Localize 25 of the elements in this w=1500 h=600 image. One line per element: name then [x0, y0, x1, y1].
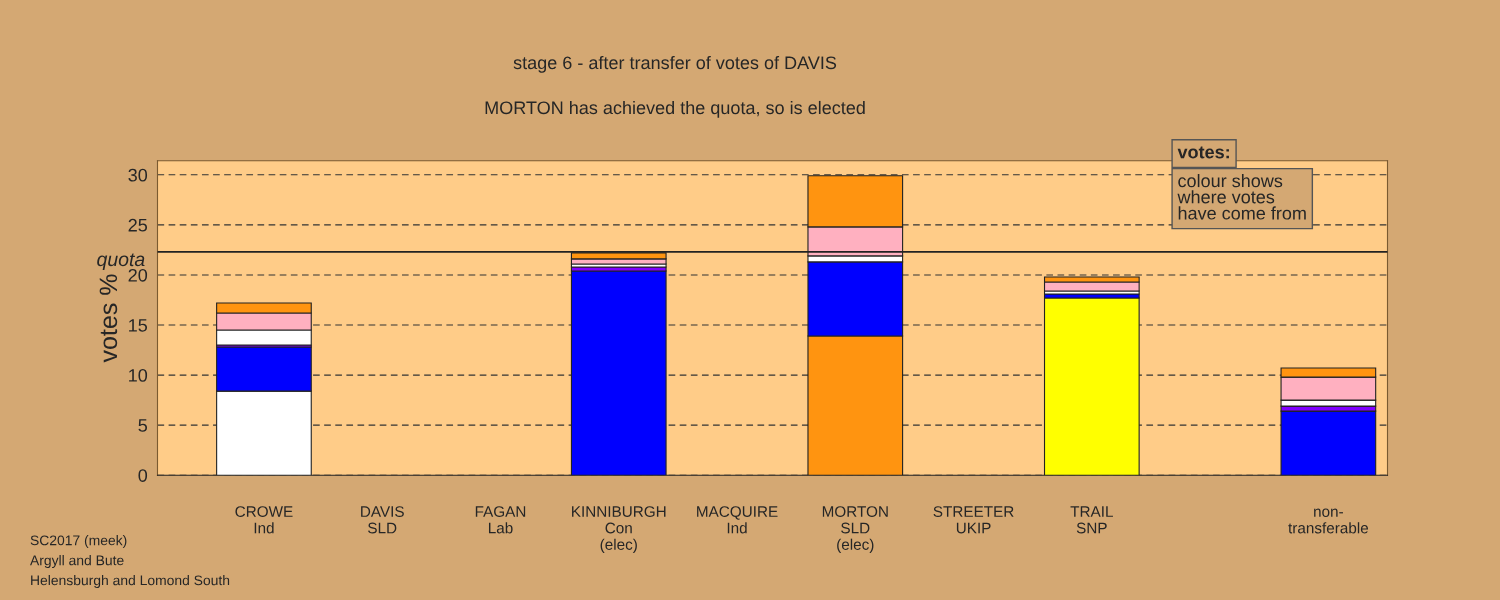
chart-title: stage 6 - after transfer of votes of DAVIS — [513, 55, 837, 73]
annotation: colour shows where votes have come from — [1177, 174, 1306, 220]
y-tick-label: 10 — [129, 369, 148, 382]
ref-line-label: quota — [97, 253, 145, 271]
bar — [1280, 410, 1377, 476]
y-tick-label: 5 — [138, 419, 148, 432]
chart-subtitle: MORTON has achieved the quota, so is elected — [485, 100, 865, 118]
y-tick-label: 15 — [129, 319, 148, 332]
x-tick-label: TRAIL SNP — [1070, 506, 1113, 534]
x-tick-label: CROWE Ind — [235, 506, 293, 534]
y-tick-label: 30 — [128, 168, 148, 182]
text: SC2017 (meek) Argyll and Bute Helensburgh and Lomond South — [30, 535, 230, 588]
text: votes: — [1177, 146, 1229, 159]
y-tick-label: 20 — [128, 268, 148, 282]
bar — [1043, 297, 1140, 476]
y-axis-title: votes % — [99, 274, 118, 363]
x-tick-label: DAVIS SLD — [361, 506, 404, 534]
y-tick-label: 25 — [128, 218, 148, 232]
x-tick-label: FAGAN Lab — [475, 506, 526, 534]
x-tick-label: non- transferable — [1288, 508, 1369, 534]
y-tick-label: 0 — [138, 469, 148, 482]
x-tick-label: MORTON SLD (elec) — [822, 506, 888, 553]
x-tick-label: MACQUIRE Ind — [697, 506, 778, 534]
x-tick-label: KINNIBURGH Con (elec) — [572, 506, 666, 553]
x-tick-label: STREETER UKIP — [933, 506, 1014, 534]
